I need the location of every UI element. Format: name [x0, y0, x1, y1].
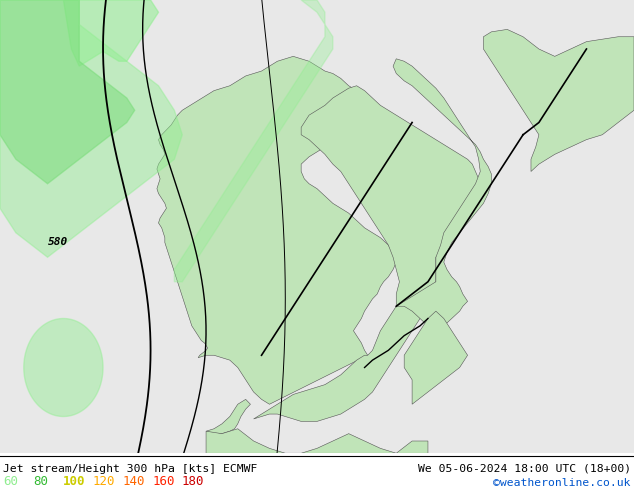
Text: We 05-06-2024 18:00 UTC (18+00): We 05-06-2024 18:00 UTC (18+00) — [418, 464, 631, 473]
Text: 100: 100 — [63, 475, 85, 488]
Polygon shape — [0, 0, 183, 257]
Text: 80: 80 — [33, 475, 48, 488]
Text: 580: 580 — [48, 237, 68, 247]
Polygon shape — [206, 399, 250, 434]
Polygon shape — [174, 0, 333, 282]
Text: 120: 120 — [93, 475, 115, 488]
Polygon shape — [63, 0, 158, 66]
Text: 60: 60 — [3, 475, 18, 488]
Polygon shape — [483, 29, 634, 172]
Text: ©weatheronline.co.uk: ©weatheronline.co.uk — [493, 478, 631, 488]
Polygon shape — [254, 86, 481, 421]
Polygon shape — [404, 311, 468, 404]
Polygon shape — [0, 0, 135, 184]
Polygon shape — [206, 429, 428, 453]
Text: 180: 180 — [182, 475, 204, 488]
Polygon shape — [393, 59, 491, 331]
Polygon shape — [0, 0, 634, 453]
Text: 140: 140 — [122, 475, 145, 488]
Text: Jet stream/Height 300 hPa [kts] ECMWF: Jet stream/Height 300 hPa [kts] ECMWF — [3, 464, 257, 473]
Polygon shape — [24, 318, 103, 416]
Polygon shape — [157, 56, 396, 404]
Text: 160: 160 — [152, 475, 174, 488]
